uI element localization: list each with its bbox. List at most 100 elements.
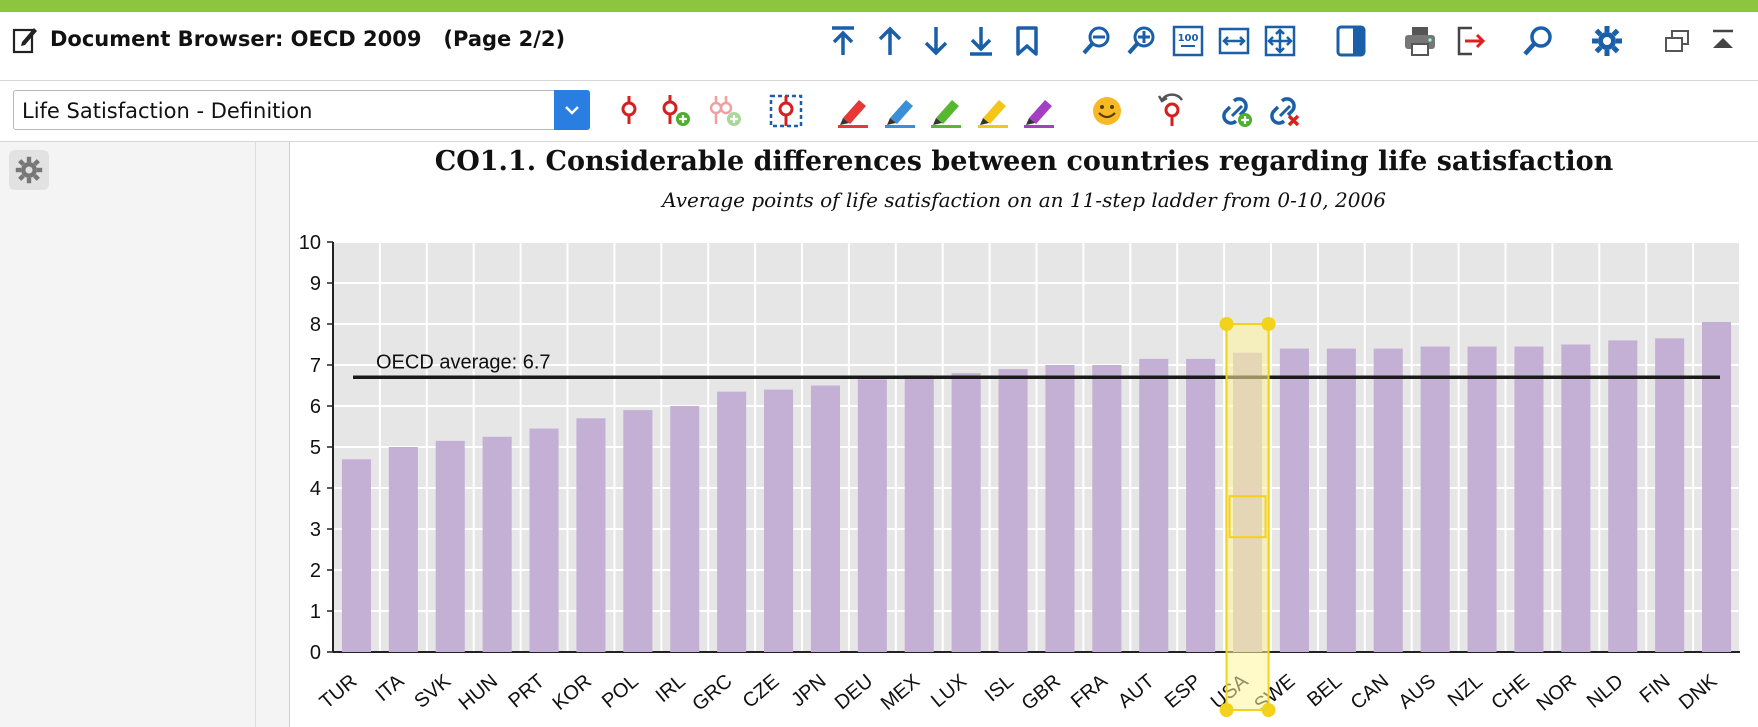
x-tick-label: CHE xyxy=(1487,670,1533,714)
x-tick-label: CZE xyxy=(739,670,784,713)
x-tick-label: NOR xyxy=(1533,670,1581,715)
title-bar: Document Browser: OECD 2009 (Page 2/2) 1… xyxy=(0,12,1758,81)
x-tick-label: DNK xyxy=(1675,670,1722,714)
edit-document-icon[interactable] xyxy=(12,24,38,54)
bar-deu xyxy=(857,379,887,652)
settings-icon[interactable] xyxy=(1587,20,1627,62)
go-first-icon[interactable] xyxy=(823,20,863,62)
bookmark-icon[interactable] xyxy=(1007,20,1047,62)
bar-fin xyxy=(1655,338,1685,652)
bar-gbr xyxy=(1045,365,1075,652)
chart-title: CO1.1. Considerable differences between … xyxy=(434,146,1614,177)
x-tick-label: NZL xyxy=(1444,670,1487,711)
bar-kor xyxy=(576,418,606,652)
selection-handle[interactable] xyxy=(1261,703,1276,717)
bar-irl xyxy=(670,406,700,652)
emoticon-icon[interactable] xyxy=(1085,89,1129,133)
y-tick-label: 0 xyxy=(310,642,321,664)
bar-nld xyxy=(1608,340,1638,652)
bar-cze xyxy=(764,389,794,652)
bar-ita xyxy=(388,447,418,652)
undock-icon[interactable] xyxy=(1657,20,1697,62)
highlight-purple-icon[interactable] xyxy=(1018,89,1062,133)
panel-settings-icon[interactable] xyxy=(9,150,49,190)
x-tick-label: BEL xyxy=(1303,670,1346,711)
x-tick-label: SVK xyxy=(410,670,455,713)
x-tick-label: POL xyxy=(598,670,643,713)
x-tick-label: ISL xyxy=(981,670,1018,706)
x-tick-label: DEU xyxy=(831,670,877,714)
bar-jpn xyxy=(810,385,840,652)
x-tick-label: TUR xyxy=(316,670,362,713)
bar-swe xyxy=(1279,348,1309,652)
bar-nzl xyxy=(1467,346,1497,652)
bar-pol xyxy=(623,410,653,652)
link-add-icon[interactable] xyxy=(1215,89,1259,133)
highlight-yellow-icon[interactable] xyxy=(972,89,1016,133)
recode-icon[interactable] xyxy=(1150,89,1194,133)
fit-page-icon[interactable] xyxy=(1260,20,1300,62)
bar-aus xyxy=(1420,346,1450,652)
search-icon[interactable] xyxy=(1518,20,1558,62)
code-icon[interactable] xyxy=(607,89,651,133)
bar-esp xyxy=(1186,358,1216,652)
x-tick-label: HUN xyxy=(455,670,502,715)
side-panel xyxy=(0,142,255,727)
y-tick-label: 4 xyxy=(310,478,321,500)
x-tick-label: PRT xyxy=(504,670,549,712)
chevron-down-icon[interactable] xyxy=(554,90,590,130)
go-last-icon[interactable] xyxy=(961,20,1001,62)
code-add-disabled-icon[interactable] xyxy=(703,89,747,133)
x-tick-label: JPN xyxy=(787,670,830,711)
side-panel-divider[interactable] xyxy=(255,142,290,727)
bar-mex xyxy=(904,375,934,652)
code-toolbar: Life Satisfaction - Definition xyxy=(0,81,1758,142)
bar-fra xyxy=(1092,365,1122,652)
zoom-out-icon[interactable] xyxy=(1077,20,1117,62)
fit-width-icon[interactable] xyxy=(1214,20,1254,62)
x-tick-label: LUX xyxy=(927,670,971,712)
bar-can xyxy=(1373,348,1403,652)
y-tick-label: 5 xyxy=(310,437,321,459)
y-tick-label: 1 xyxy=(310,601,321,623)
code-add-icon[interactable] xyxy=(653,89,697,133)
bar-svk xyxy=(435,440,465,652)
go-up-icon[interactable] xyxy=(870,20,910,62)
chart-subtitle: Average points of life satisfaction on a… xyxy=(662,188,1386,212)
sidebar-toggle-icon[interactable] xyxy=(1331,20,1371,62)
x-tick-label: AUS xyxy=(1394,670,1440,713)
bar-dnk xyxy=(1702,321,1732,652)
highlight-red-icon[interactable] xyxy=(832,89,876,133)
accent-bar xyxy=(0,0,1758,12)
selection-handle[interactable] xyxy=(1261,317,1276,331)
zoom-100-icon[interactable]: 100 xyxy=(1168,20,1208,62)
x-tick-label: MEX xyxy=(877,670,924,715)
code-select[interactable]: Life Satisfaction - Definition xyxy=(13,90,590,130)
export-icon[interactable] xyxy=(1450,20,1490,62)
bar-nor xyxy=(1561,344,1591,652)
x-tick-label: CAN xyxy=(1347,670,1393,714)
bar-isl xyxy=(998,369,1028,652)
bar-bel xyxy=(1326,348,1356,652)
x-tick-label: KOR xyxy=(549,670,596,715)
print-icon[interactable] xyxy=(1400,20,1440,62)
x-tick-label: ESP xyxy=(1161,670,1206,713)
window-title: Document Browser: OECD 2009 (Page 2/2) xyxy=(50,27,566,51)
selection-region xyxy=(1225,323,1270,711)
link-remove-icon[interactable] xyxy=(1263,89,1307,133)
bar-grc xyxy=(717,391,747,652)
highlight-blue-icon[interactable] xyxy=(879,89,923,133)
zoom-in-icon[interactable] xyxy=(1122,20,1162,62)
selection-handle[interactable] xyxy=(1219,317,1234,331)
svg-text:100: 100 xyxy=(1178,33,1199,44)
go-down-icon[interactable] xyxy=(916,20,956,62)
x-tick-label: FIN xyxy=(1636,670,1675,708)
area-select-icon[interactable] xyxy=(764,89,808,133)
collapse-icon[interactable] xyxy=(1703,20,1743,62)
highlight-green-icon[interactable] xyxy=(925,89,969,133)
bar-aut xyxy=(1139,358,1169,652)
selection-handle[interactable] xyxy=(1219,703,1234,717)
x-tick-label: AUT xyxy=(1114,670,1159,713)
bar-tur xyxy=(341,459,371,652)
